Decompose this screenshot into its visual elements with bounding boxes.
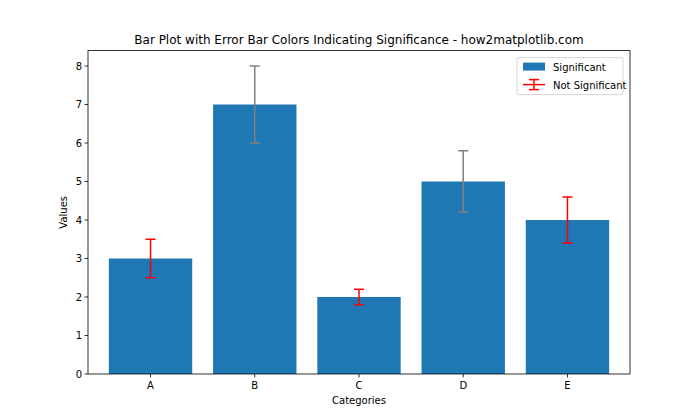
x-tick-label: C [356,380,363,391]
y-tick-label: 4 [76,215,82,226]
x-tick-label: E [564,380,570,391]
legend-errorbar [529,79,539,81]
background [0,0,700,420]
error-line [462,151,464,213]
y-tick [85,181,89,182]
legend-label: Not Significant [553,80,627,91]
x-tick-label: D [459,380,467,391]
error-cap [458,150,468,152]
legend-errorbar [533,80,535,90]
x-tick [359,374,360,378]
x-tick [567,374,568,378]
x-tick [150,374,151,378]
y-axis-label: Values [58,196,69,229]
y-tick-label: 6 [76,138,82,149]
y-tick-label: 2 [76,292,82,303]
error-bar [354,289,364,304]
y-tick [85,297,89,298]
title: Bar Plot with Error Bar Colors Indicatin… [134,33,583,47]
bar [526,220,609,374]
error-bar [146,239,156,278]
error-cap [562,242,572,244]
y-tick-label: 8 [76,61,82,72]
bar [213,105,296,375]
error-line [358,289,360,304]
error-bar [562,197,572,243]
y-tick [85,220,89,221]
error-cap [250,65,260,67]
x-tick [254,374,255,378]
y-tick-label: 3 [76,253,82,264]
error-line [567,197,569,243]
x-tick-label: B [251,380,258,391]
x-tick-label: A [147,380,154,391]
error-bar [458,151,468,213]
legend-label: Significant [553,62,606,73]
x-axis-label: Categories [332,395,386,406]
error-cap [146,239,156,241]
y-tick [85,335,89,336]
y-tick [85,66,89,67]
y-tick [85,104,89,105]
plot-area [109,66,609,374]
error-cap [458,212,468,214]
error-cap [562,196,572,198]
bar [317,297,400,374]
y-tick-label: 7 [76,99,82,110]
y-tick-label: 0 [76,369,82,380]
error-cap [354,304,364,306]
y-tick [85,374,89,375]
error-line [150,239,152,278]
x-tick [463,374,464,378]
error-cap [146,277,156,279]
error-cap [354,289,364,291]
error-bar [250,66,260,143]
legend-errorbar [529,89,539,91]
error-cap [250,142,260,144]
y-tick-label: 1 [76,330,82,341]
legend-swatch [523,63,545,71]
legend: Significant Not Significant [517,58,627,95]
y-tick [85,258,89,259]
chart: 0 1 2 3 4 5 6 7 8 A B C D E Bar Plot with Error Bar Co… [0,0,700,420]
error-line [254,66,256,143]
axes-frame [88,51,630,374]
y-tick [85,143,89,144]
y-tick-label: 5 [76,176,82,187]
